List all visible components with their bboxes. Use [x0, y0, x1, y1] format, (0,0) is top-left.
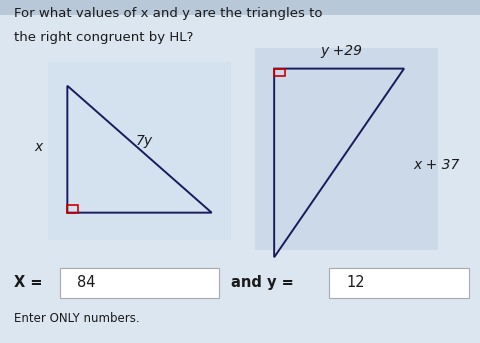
- Bar: [0, 0, 480, 15]
- Text: the right congruent by HL?: the right congruent by HL?: [14, 31, 193, 44]
- Text: 12: 12: [346, 275, 364, 291]
- Text: For what values of x and y are the triangles to: For what values of x and y are the trian…: [14, 7, 322, 20]
- Bar: [274, 69, 284, 76]
- Text: x: x: [34, 141, 43, 154]
- Text: Enter ONLY numbers.: Enter ONLY numbers.: [14, 312, 140, 326]
- Text: x + 37: x + 37: [413, 158, 459, 172]
- Text: 7y: 7y: [135, 134, 153, 147]
- Bar: [67, 205, 78, 213]
- FancyBboxPatch shape: [48, 62, 230, 240]
- FancyBboxPatch shape: [329, 268, 468, 298]
- Text: y +29: y +29: [320, 45, 362, 58]
- Text: and y =: and y =: [230, 275, 293, 291]
- Text: 84: 84: [77, 275, 95, 291]
- Bar: [0, 250, 480, 343]
- Text: X =: X =: [14, 275, 43, 291]
- FancyBboxPatch shape: [254, 48, 437, 281]
- FancyBboxPatch shape: [60, 268, 218, 298]
